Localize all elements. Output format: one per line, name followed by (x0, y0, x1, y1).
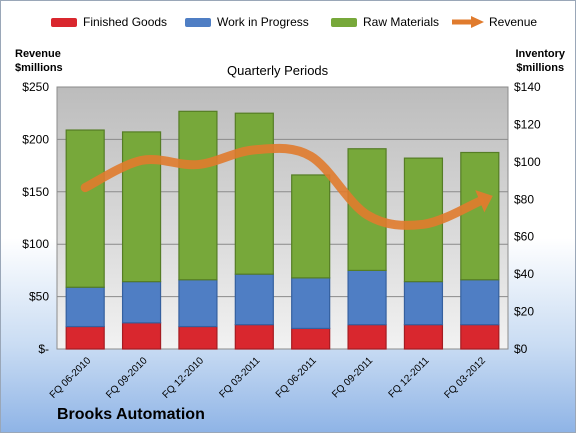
y-right-title-line2: $millions (516, 62, 565, 74)
legend-label-work-in-progress: Work in Progress (217, 15, 309, 29)
y-right-tick-label: $0 (514, 342, 528, 356)
bar-work-in-progress (347, 269, 387, 326)
legend-swatch-finished-goods (51, 17, 77, 27)
y-left-tick-label: $250 (22, 80, 49, 94)
bar-raw-materials (460, 151, 500, 281)
legend-finished-goods: Finished Goods (51, 15, 167, 29)
x-tick-label: FQ 03-2011 (217, 355, 262, 400)
legend-label-raw-materials: Raw Materials (363, 15, 440, 29)
y-left-title-line2: $millions (15, 62, 63, 74)
x-tick-label: FQ 12-2010 (161, 355, 207, 401)
y-left-tick-label: $50 (29, 290, 49, 304)
y-right-title-line1: Inventory (515, 48, 565, 60)
y-right-tick-label: $120 (514, 117, 541, 131)
bar-raw-materials (291, 174, 331, 279)
y-right-tick-label: $140 (514, 80, 541, 94)
y-right-tick-label: $100 (514, 155, 541, 169)
y-left-tick-label: $200 (22, 132, 49, 146)
bar-work-in-progress (121, 281, 162, 324)
y-right-tick-label: $80 (514, 192, 534, 206)
bar-finished-goods (403, 324, 444, 350)
bar-finished-goods (65, 325, 105, 350)
x-tick-label: FQ 03-2012 (442, 355, 488, 401)
y-left-axis-title: Revenue $millions (15, 47, 63, 75)
bar-finished-goods (178, 325, 218, 350)
chart-subtitle: Quarterly Periods (227, 63, 329, 78)
bar-work-in-progress (178, 279, 218, 328)
bar-finished-goods (234, 324, 274, 350)
bar-raw-materials (121, 131, 162, 283)
x-tick-label: FQ 09-2010 (104, 355, 150, 401)
bar-work-in-progress (291, 277, 331, 330)
company-name: Brooks Automation (57, 406, 205, 423)
x-tick-label: FQ 06-2011 (274, 355, 319, 400)
bar-work-in-progress (65, 286, 105, 328)
legend-raw-materials: Raw Materials (331, 15, 439, 29)
legend-revenue: Revenue (451, 15, 537, 29)
bar-work-in-progress (460, 279, 500, 326)
bar-work-in-progress (234, 273, 274, 326)
bar-raw-materials (178, 110, 218, 281)
legend-swatch-work-in-progress (185, 17, 211, 27)
y-left-title-line1: Revenue (15, 48, 61, 60)
y-right-tick-label: $60 (514, 230, 534, 244)
y-left-tick-label: $150 (22, 185, 49, 199)
y-right-tick-label: $40 (514, 267, 534, 281)
y-right-axis-title: Inventory $millions (515, 47, 565, 75)
y-left-tick-label: $- (38, 342, 49, 356)
legend-swatch-raw-materials (331, 17, 357, 27)
legend-label-revenue: Revenue (489, 15, 538, 29)
legend-label-finished-goods: Finished Goods (83, 15, 168, 29)
y-right-tick-label: $20 (514, 305, 534, 319)
x-tick-label: FQ 06-2010 (48, 355, 94, 401)
bar-finished-goods (347, 324, 387, 350)
x-tick-label: FQ 12-2011 (387, 355, 432, 400)
bar-finished-goods (460, 324, 500, 350)
bar-finished-goods (121, 322, 162, 350)
bar-finished-goods (291, 327, 331, 350)
bar-work-in-progress (403, 281, 444, 326)
x-tick-label: FQ 09-2011 (330, 355, 375, 400)
y-left-tick-label: $100 (22, 237, 49, 251)
revenue-line (80, 143, 485, 230)
legend-work-in-progress: Work in Progress (185, 15, 309, 29)
revenue-arrowhead (475, 190, 493, 213)
bar-raw-materials (234, 112, 274, 275)
bar-raw-materials (65, 129, 105, 288)
legend-arrow-icon (452, 16, 484, 28)
